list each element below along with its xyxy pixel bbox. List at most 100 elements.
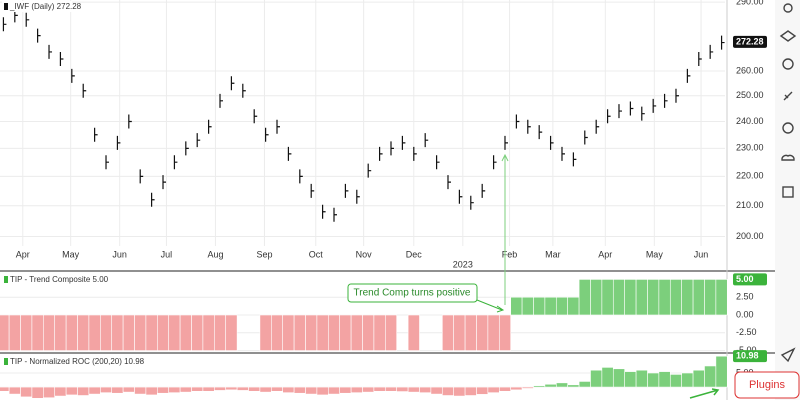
bar bbox=[145, 386, 158, 396]
y-tick-label: 250.00 bbox=[736, 90, 764, 100]
x-tick-label: 2023 bbox=[453, 259, 473, 269]
icon[interactable] bbox=[780, 347, 796, 363]
bar bbox=[612, 368, 625, 388]
bar bbox=[111, 386, 124, 394]
y-tick-label: 260.00 bbox=[736, 65, 764, 75]
price-bar bbox=[424, 133, 429, 148]
last-value-box bbox=[733, 273, 767, 286]
bar bbox=[191, 314, 204, 351]
bar bbox=[441, 314, 454, 351]
icon[interactable] bbox=[782, 186, 794, 198]
icon[interactable] bbox=[783, 3, 793, 13]
bar bbox=[316, 386, 329, 396]
bar bbox=[157, 386, 170, 394]
y-tick-label: 220.00 bbox=[736, 171, 764, 181]
price-bar bbox=[94, 127, 98, 142]
bar bbox=[77, 386, 90, 396]
bar bbox=[578, 381, 591, 388]
last-value-box bbox=[733, 350, 767, 363]
bar bbox=[510, 386, 523, 391]
bar bbox=[8, 386, 21, 395]
price-bar bbox=[162, 175, 167, 190]
x-tick-label: Nov bbox=[356, 249, 373, 259]
annotation-arrow bbox=[476, 299, 505, 313]
bar bbox=[430, 386, 443, 395]
bar bbox=[590, 369, 603, 388]
bar bbox=[293, 386, 306, 394]
bar bbox=[0, 386, 10, 392]
bar bbox=[134, 386, 147, 395]
x-tick-label: May bbox=[646, 249, 664, 259]
bar bbox=[510, 296, 523, 316]
price-bar bbox=[299, 169, 303, 184]
plugins-button-label[interactable]: Plugins bbox=[749, 379, 786, 391]
last-value-label: 5.00 bbox=[736, 274, 754, 284]
bar bbox=[328, 386, 341, 395]
price-bar bbox=[139, 169, 144, 184]
price-bar bbox=[435, 155, 440, 170]
bar bbox=[20, 386, 33, 398]
price-bar bbox=[310, 183, 315, 198]
price-bar bbox=[128, 114, 132, 129]
bar bbox=[111, 314, 124, 351]
bar bbox=[122, 386, 135, 393]
price-bar bbox=[584, 130, 588, 145]
bar bbox=[669, 374, 682, 388]
x-tick-label: Apr bbox=[16, 249, 30, 259]
icon[interactable] bbox=[779, 30, 797, 42]
bar bbox=[521, 296, 534, 316]
bar bbox=[692, 369, 705, 388]
y-tick-label: 0.00 bbox=[736, 309, 754, 319]
legend-swatch bbox=[4, 3, 8, 10]
bar bbox=[601, 367, 614, 388]
x-tick-label: Apr bbox=[598, 249, 612, 259]
price-bar bbox=[629, 101, 634, 116]
annotation-arrow bbox=[689, 388, 720, 399]
y-tick-label: 2.50 bbox=[736, 292, 754, 302]
icon[interactable] bbox=[782, 122, 794, 134]
bar bbox=[396, 386, 409, 392]
bar bbox=[669, 279, 682, 316]
bar bbox=[225, 314, 238, 351]
bar bbox=[271, 314, 284, 351]
bar bbox=[248, 386, 261, 392]
bar bbox=[635, 279, 648, 316]
bar bbox=[453, 314, 466, 351]
x-tick-label: Feb bbox=[502, 249, 518, 259]
price-bar bbox=[595, 119, 600, 134]
bar bbox=[88, 386, 101, 395]
bar bbox=[65, 314, 78, 351]
price-bar bbox=[71, 68, 75, 83]
plugins-button[interactable] bbox=[734, 371, 800, 399]
annotation: Trend Comp turns positive bbox=[354, 288, 471, 299]
bar bbox=[179, 314, 192, 351]
price-bar bbox=[515, 114, 520, 129]
price-bar bbox=[151, 192, 155, 207]
bar bbox=[692, 279, 705, 316]
price-bar bbox=[481, 183, 486, 198]
bar bbox=[236, 386, 249, 391]
price-bar bbox=[105, 155, 110, 170]
icon[interactable] bbox=[783, 91, 793, 101]
price-bar bbox=[25, 12, 30, 27]
price-bar bbox=[48, 44, 53, 59]
price-bar bbox=[253, 109, 258, 124]
icon[interactable] bbox=[781, 154, 795, 161]
bar bbox=[464, 386, 477, 396]
panel-title: TIP - Normalized ROC (200,20) 10.98 bbox=[10, 357, 145, 366]
bar bbox=[441, 386, 454, 396]
bar bbox=[476, 386, 489, 395]
icon[interactable] bbox=[782, 58, 794, 70]
y-tick-label: 290.00 bbox=[736, 0, 764, 7]
price-bar bbox=[709, 44, 714, 59]
price-bar bbox=[82, 83, 87, 98]
bar bbox=[202, 386, 215, 392]
bar bbox=[328, 314, 341, 351]
bar bbox=[635, 369, 648, 388]
bar bbox=[339, 314, 352, 351]
bar bbox=[214, 314, 227, 351]
price-bar bbox=[470, 195, 474, 210]
y-tick-label: 240.00 bbox=[736, 116, 764, 126]
price-bar bbox=[447, 175, 451, 190]
bar bbox=[282, 314, 295, 351]
